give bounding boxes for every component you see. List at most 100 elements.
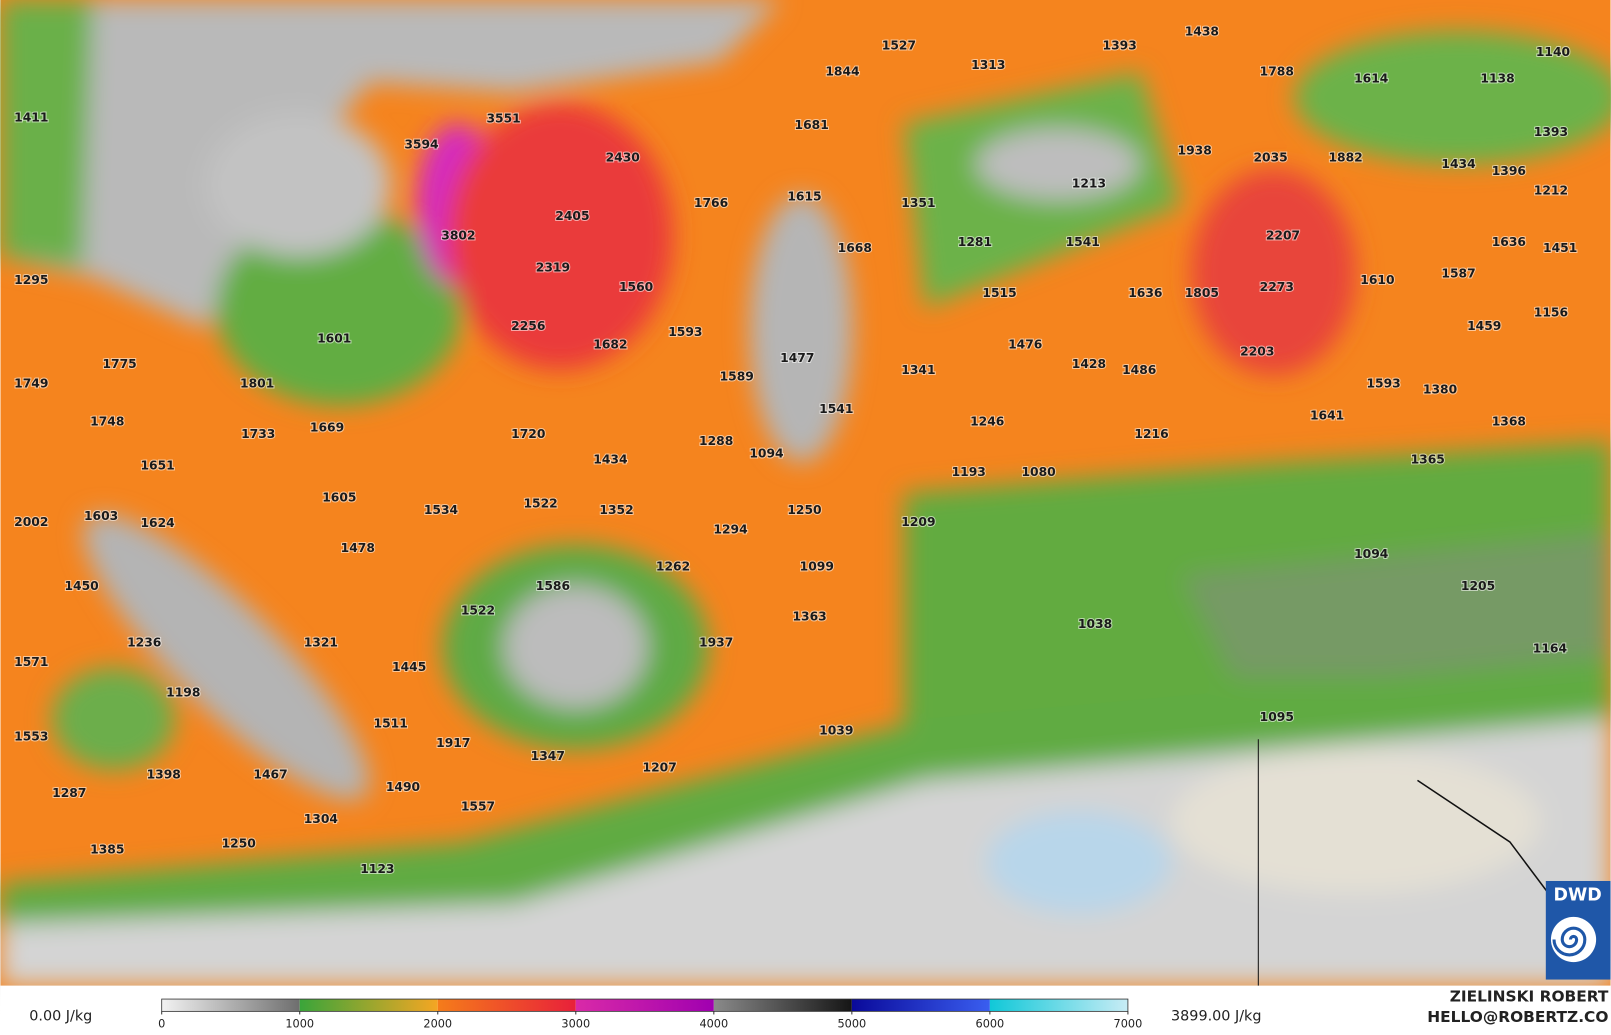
cape-label: 1368: [1492, 415, 1526, 429]
cape-label: 1534: [424, 503, 458, 517]
cape-label: 1262: [656, 559, 690, 573]
cape-label: 1557: [461, 800, 495, 814]
cape-label: 1094: [749, 446, 783, 460]
cape-label: 1393: [1103, 39, 1137, 53]
cape-label: 1438: [1185, 24, 1219, 38]
colorbar-tick-label: 2000: [423, 1018, 452, 1031]
max-label: 3899.00 J/kg: [1171, 1009, 1261, 1025]
cape-label: 1615: [787, 190, 821, 204]
cape-label: 1140: [1536, 45, 1570, 59]
cape-label: 1095: [1260, 710, 1294, 724]
cape-label: 1156: [1534, 306, 1568, 320]
cape-label: 1193: [952, 465, 986, 479]
cape-label: 1250: [222, 837, 256, 851]
cape-label: 1216: [1134, 427, 1168, 441]
colorbar-tick-label: 4000: [699, 1018, 728, 1031]
cape-label: 1636: [1128, 286, 1162, 300]
cape-label: 2203: [1240, 345, 1274, 359]
map-background: [0, 0, 1611, 986]
cape-label: 1614: [1354, 72, 1388, 86]
cape-label: 1651: [140, 459, 174, 473]
cape-label: 3802: [441, 229, 475, 243]
cape-label: 1490: [386, 780, 420, 794]
cape-label: 2405: [555, 209, 589, 223]
cape-labels: 1411 1527 1844 1313 1393 1438 1788 1614 1140 1138…: [13, 23, 1578, 877]
cape-label: 2002: [14, 515, 48, 529]
cape-label: 1560: [619, 280, 653, 294]
cape-label: 1451: [1543, 241, 1577, 255]
cape-label: 1411: [14, 111, 48, 125]
colorbar-tick-label: 3000: [561, 1018, 590, 1031]
cape-label: 1467: [253, 768, 287, 782]
cape-label: 1589: [720, 369, 754, 383]
credit-name: ZIELINSKI ROBERT: [1450, 988, 1609, 1006]
cape-label: 1198: [166, 686, 200, 700]
cape-label: 1123: [360, 862, 394, 876]
colorbar-tick-label: 0: [158, 1018, 165, 1031]
cape-label: 1801: [240, 377, 274, 391]
cape-label: 1605: [322, 490, 356, 504]
cape-label: 1669: [310, 421, 344, 435]
cape-label: 1720: [511, 427, 545, 441]
cape-label: 2273: [1260, 280, 1294, 294]
cape-label: 1459: [1467, 319, 1501, 333]
cape-label: 1138: [1480, 72, 1514, 86]
cape-label: 1601: [317, 331, 351, 345]
cape-label: 1398: [147, 768, 181, 782]
cape-label: 1281: [958, 235, 992, 249]
colorbar: 0 1000 2000 3000 4000 5000 6000 7000: [158, 998, 1143, 1031]
cape-label: 1682: [593, 338, 627, 352]
colorbar-segment: [575, 999, 714, 1012]
colorbar-segment: [161, 999, 300, 1012]
cape-label: 1511: [374, 716, 408, 730]
cape-label: 1363: [792, 610, 826, 624]
cape-label: 1593: [668, 325, 702, 339]
cape-label: 1641: [1310, 408, 1344, 422]
colorbar-frame: [161, 998, 1129, 1012]
cape-label: 1445: [392, 660, 426, 674]
cape-label: 1294: [713, 522, 747, 536]
cape-label: 1844: [825, 64, 859, 78]
cape-label: 1080: [1021, 465, 1055, 479]
cape-label: 1515: [982, 286, 1016, 300]
cape-label: 1434: [1441, 157, 1475, 171]
min-label: 0.00 J/kg: [29, 1009, 92, 1025]
cape-label: 1321: [304, 635, 338, 649]
cape-label: 2035: [1253, 151, 1287, 165]
cape-label: 1236: [127, 635, 161, 649]
cape-label: 1486: [1122, 363, 1156, 377]
colorbar-segment: [437, 999, 576, 1012]
cape-label: 1209: [901, 515, 935, 529]
cape-label: 1541: [1066, 235, 1100, 249]
cape-label: 1541: [819, 402, 853, 416]
cape-label: 1380: [1423, 383, 1457, 397]
logo-text: DWD: [1554, 885, 1602, 905]
cape-label: 1304: [304, 812, 338, 826]
cape-label: 1668: [838, 241, 872, 255]
cape-label: 1295: [14, 273, 48, 287]
cape-label: 1571: [14, 655, 48, 669]
cape-label: 1603: [84, 509, 118, 523]
cape-label: 1681: [795, 118, 829, 132]
cape-label: 1341: [901, 363, 935, 377]
colorbar-tick-label: 1000: [285, 1018, 314, 1031]
cape-label: 1527: [882, 39, 916, 53]
cape-label: 1478: [341, 541, 375, 555]
cape-label: 1749: [14, 377, 48, 391]
cape-label: 1099: [800, 559, 834, 573]
cape-label: 1610: [1360, 273, 1394, 287]
colorbar-segment: [989, 999, 1128, 1012]
credit-email: HELLO@ROBERTZ.CO: [1427, 1008, 1608, 1026]
cape-label: 1553: [14, 730, 48, 744]
cape-label: 1094: [1354, 547, 1388, 561]
cape-label: 1365: [1411, 453, 1445, 467]
cape-label: 1938: [1178, 143, 1212, 157]
cape-label: 1477: [780, 351, 814, 365]
cape-label: 1476: [1008, 338, 1042, 352]
cape-label: 1636: [1492, 235, 1526, 249]
cape-label: 1164: [1533, 641, 1567, 655]
cape-label: 1396: [1492, 164, 1526, 178]
colorbar-tick-label: 7000: [1114, 1018, 1143, 1031]
